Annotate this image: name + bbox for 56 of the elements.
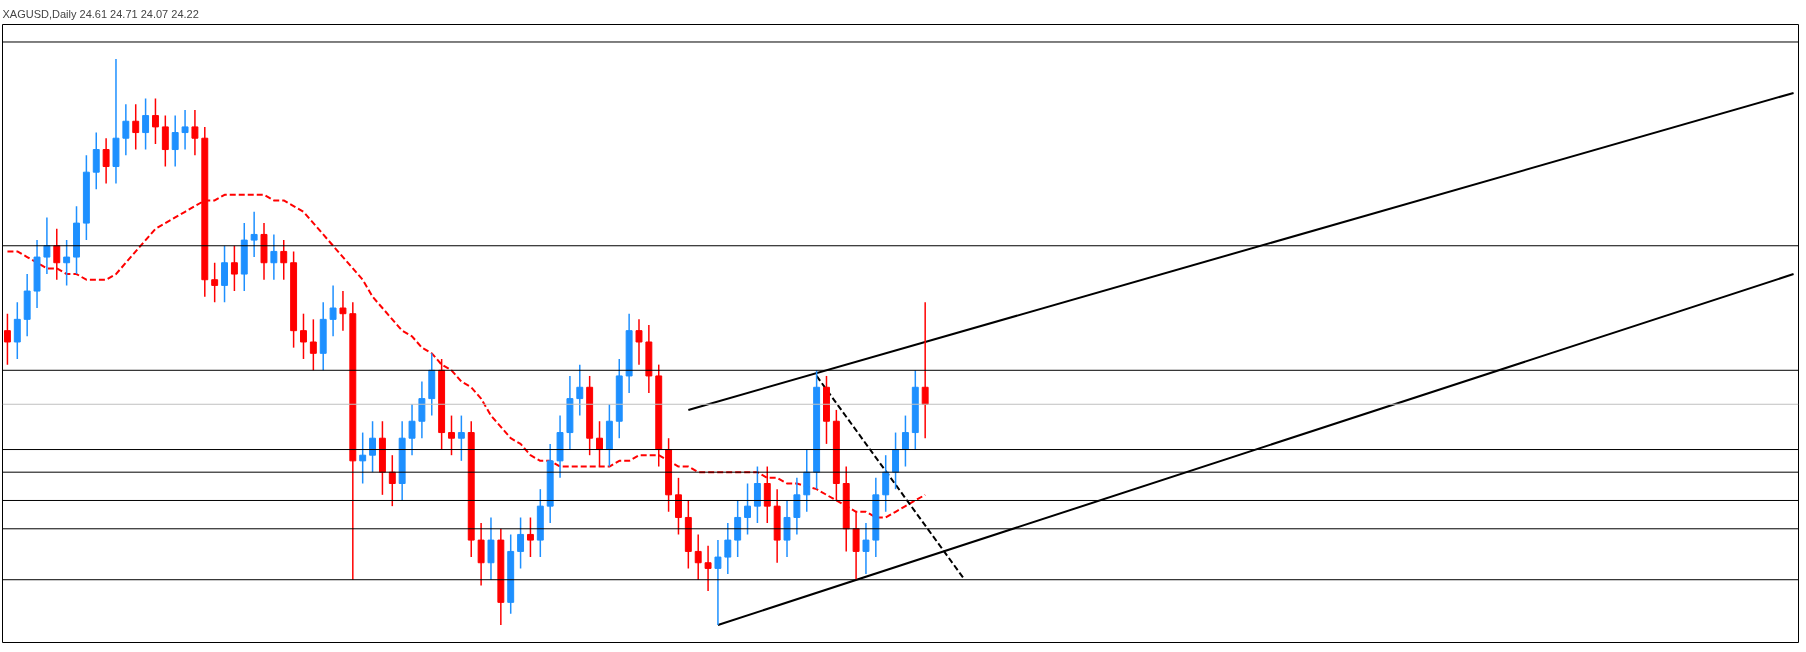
candlestick: [53, 228, 61, 281]
candlestick: [753, 465, 761, 524]
chart-title: XAGUSD,Daily 24.61 24.71 24.07 24.22: [2, 7, 199, 20]
candlestick: [43, 216, 51, 275]
candlestick: [477, 522, 485, 587]
candlestick: [892, 431, 900, 490]
candlestick: [783, 499, 791, 558]
candlestick: [694, 533, 702, 581]
candlestick: [280, 239, 288, 281]
candlestick: [862, 522, 870, 575]
candlestick: [152, 97, 159, 145]
candlestick: [803, 448, 811, 513]
candlestick: [171, 114, 179, 168]
candlestick: [359, 431, 367, 485]
candlestick: [191, 109, 199, 156]
candlestick: [418, 380, 426, 439]
candlestick: [63, 239, 71, 287]
candlestick: [221, 245, 228, 304]
candlestick: [734, 499, 742, 558]
candlestick: [309, 318, 317, 372]
candlestick: [270, 233, 278, 281]
candlestick: [181, 109, 189, 151]
candlestick: [744, 482, 751, 536]
candlestick: [211, 262, 219, 304]
candlestick: [635, 318, 643, 366]
candlestick: [300, 312, 307, 360]
candlestick: [517, 516, 525, 570]
candlestick: [250, 211, 258, 258]
candlestick: [457, 414, 465, 462]
candlestick: [448, 414, 455, 456]
candlestick: [161, 114, 169, 168]
candlestick: [142, 97, 150, 151]
candlestick: [714, 539, 722, 626]
candlestick: [793, 477, 801, 536]
candlestick: [704, 545, 712, 592]
candlestick: [675, 477, 682, 536]
candlestick: [13, 301, 21, 360]
candlestick: [408, 403, 416, 456]
candlestick: [122, 103, 130, 156]
candlestick: [339, 290, 347, 332]
candlestick: [329, 284, 337, 338]
candlestick: [921, 301, 929, 439]
candlestick: [901, 414, 909, 468]
candlestick: [526, 516, 534, 558]
candlestick: [576, 363, 584, 417]
candlestick: [132, 103, 140, 151]
candlestick: [3, 312, 11, 366]
candlestick: [882, 454, 890, 513]
candlestick: [102, 137, 110, 185]
candlestick: [92, 131, 100, 190]
candlestick: [369, 420, 377, 473]
candlestick: [724, 522, 732, 575]
candlestick: [487, 516, 495, 581]
candlestick: [230, 245, 238, 292]
candlestick: [596, 420, 603, 468]
candlestick: [388, 454, 396, 507]
